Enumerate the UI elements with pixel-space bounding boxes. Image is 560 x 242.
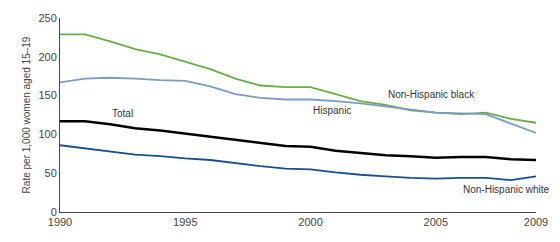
svg-text:2005: 2005 [424,216,448,228]
svg-text:200: 200 [38,51,56,63]
svg-text:250: 250 [38,12,56,24]
svg-text:50: 50 [45,167,57,179]
svg-text:100: 100 [38,128,56,140]
svg-text:Non-Hispanic black: Non-Hispanic black [388,89,475,100]
svg-text:Rate per 1,000 women aged 15–1: Rate per 1,000 women aged 15–19 [21,36,32,193]
svg-text:2009: 2009 [524,216,548,228]
svg-text:Total: Total [112,108,133,119]
svg-text:0: 0 [51,206,57,218]
svg-text:1990: 1990 [48,216,72,228]
svg-text:150: 150 [38,89,56,101]
svg-text:Hispanic: Hispanic [313,105,351,116]
svg-text:2000: 2000 [298,216,322,228]
svg-text:Non-Hispanic white: Non-Hispanic white [463,184,550,195]
svg-text:1995: 1995 [173,216,197,228]
